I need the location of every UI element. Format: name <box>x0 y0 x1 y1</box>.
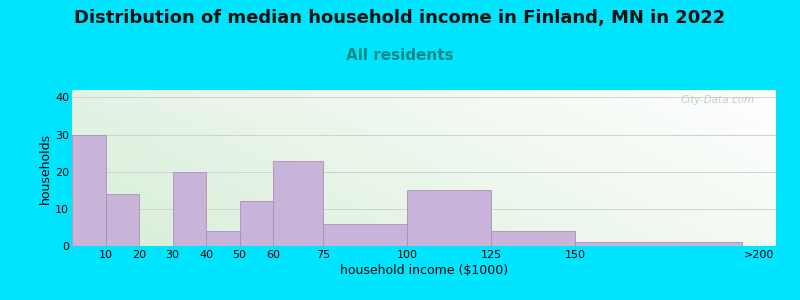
Bar <box>173 172 206 246</box>
Text: Distribution of median household income in Finland, MN in 2022: Distribution of median household income … <box>74 9 726 27</box>
Text: City-Data.com: City-Data.com <box>681 95 755 105</box>
Y-axis label: households: households <box>39 132 52 204</box>
Bar <box>240 201 273 246</box>
Bar <box>72 135 106 246</box>
Bar <box>407 190 491 246</box>
Bar <box>323 224 407 246</box>
Bar <box>206 231 240 246</box>
X-axis label: household income ($1000): household income ($1000) <box>340 264 508 277</box>
Bar <box>575 242 742 246</box>
Text: All residents: All residents <box>346 48 454 63</box>
Bar <box>491 231 575 246</box>
Bar <box>273 160 323 246</box>
Bar <box>106 194 139 246</box>
